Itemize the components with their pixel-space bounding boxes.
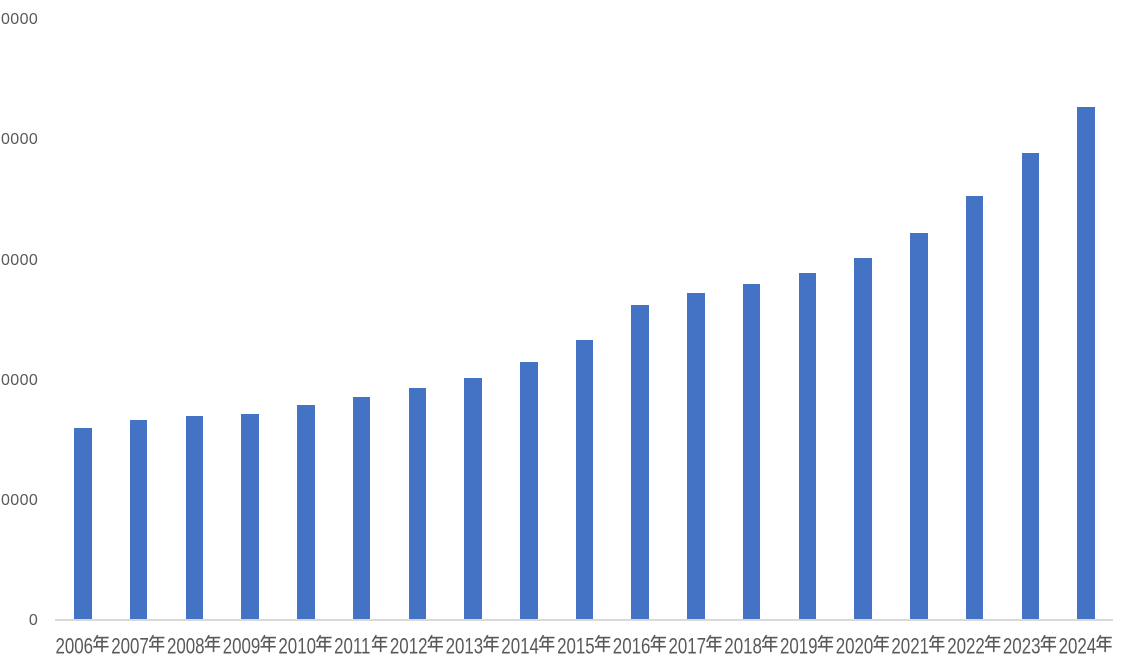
svg-text:2008: 2008 — [167, 634, 205, 659]
svg-text:2017: 2017 — [669, 634, 707, 659]
svg-text:2016: 2016 — [613, 634, 651, 659]
svg-text:2018: 2018 — [724, 634, 762, 659]
svg-text:2010: 2010 — [278, 634, 316, 659]
svg-text:2019: 2019 — [780, 634, 818, 659]
svg-text:2013: 2013 — [446, 634, 484, 659]
svg-text:2024: 2024 — [1059, 634, 1097, 659]
svg-text:2021: 2021 — [891, 634, 929, 659]
svg-text:2023: 2023 — [1003, 634, 1041, 659]
svg-text:2022: 2022 — [947, 634, 985, 659]
svg-text:2012: 2012 — [390, 634, 428, 659]
svg-text:2011: 2011 — [334, 634, 370, 659]
svg-text:2009: 2009 — [223, 634, 261, 659]
svg-text:2014: 2014 — [501, 634, 539, 659]
svg-text:2007: 2007 — [111, 634, 149, 659]
svg-text:2020: 2020 — [836, 634, 874, 659]
svg-text:2015: 2015 — [557, 634, 595, 659]
svg-text:2006: 2006 — [56, 634, 94, 659]
